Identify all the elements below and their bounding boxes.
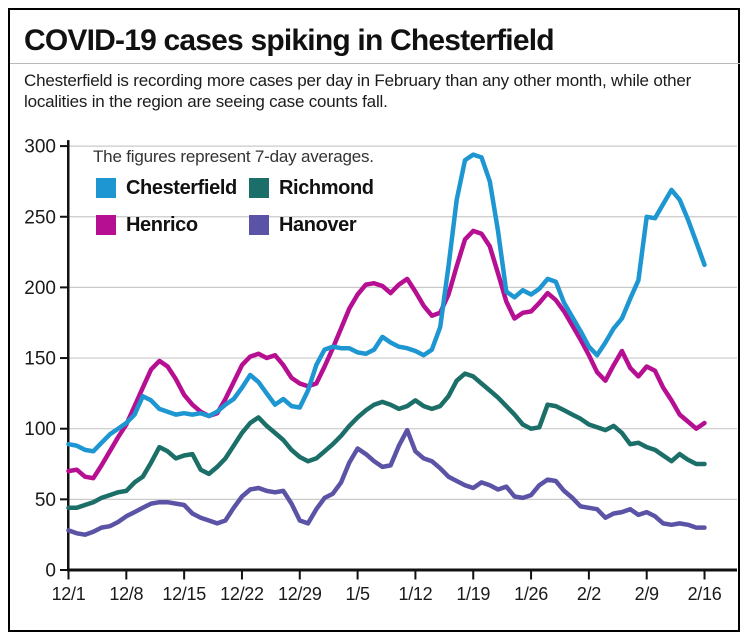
x-axis-label-2/9: 2/9 <box>635 584 659 604</box>
legend-swatch-hanover <box>249 215 269 235</box>
legend-label-chesterfield: Chesterfield <box>126 176 237 199</box>
x-axis-label-1/12: 1/12 <box>398 584 432 604</box>
subtitle-line-1: Chesterfield is recording more cases per… <box>24 71 692 90</box>
x-axis-label-2/16: 2/16 <box>688 584 722 604</box>
legend-swatch-henrico <box>96 215 116 235</box>
legend-swatch-chesterfield <box>96 178 116 198</box>
legend-label-henrico: Henrico <box>126 213 198 236</box>
title-divider <box>10 63 740 64</box>
x-axis-label-12/1: 12/1 <box>52 584 86 604</box>
chart-note: The figures represent 7-day averages. <box>93 147 374 166</box>
y-axis-label-200: 200 <box>24 278 56 299</box>
series-line-richmond <box>66 371 707 511</box>
x-axis-label-1/5: 1/5 <box>346 584 370 604</box>
legend-item-henrico: Henrico <box>96 214 198 236</box>
series-line-henrico <box>66 228 707 481</box>
x-axis-label-12/8: 12/8 <box>109 584 143 604</box>
legend-item-hanover: Hanover <box>249 213 357 236</box>
y-axis-label-0: 0 <box>45 561 56 582</box>
x-axis-label-2/2: 2/2 <box>577 584 601 604</box>
y-axis-label-150: 150 <box>24 349 56 370</box>
x-axis-label-12/15: 12/15 <box>162 584 206 604</box>
x-axis-label-1/19: 1/19 <box>456 584 490 604</box>
x-axis-label-1/26: 1/26 <box>514 584 548 604</box>
series-line-chesterfield <box>66 152 707 454</box>
legend-item-richmond: Richmond <box>249 177 374 199</box>
y-axis-label-100: 100 <box>24 419 56 440</box>
series-line-hanover <box>66 427 707 537</box>
x-axis-label-12/22: 12/22 <box>220 584 264 604</box>
legend-item-chesterfield: Chesterfield <box>96 177 237 199</box>
page-title: COVID-19 cases spiking in Chesterfield <box>24 24 555 57</box>
y-axis-label-250: 250 <box>24 207 56 228</box>
subtitle-line-2: localities in the region are seeing case… <box>24 92 388 111</box>
x-axis-label-12/29: 12/29 <box>278 584 322 604</box>
legend-label-hanover: Hanover <box>279 213 357 236</box>
y-axis-label-50: 50 <box>35 490 56 511</box>
legend-label-richmond: Richmond <box>279 176 374 199</box>
chart-subtitle: Chesterfield is recording more cases per… <box>24 70 724 112</box>
y-axis-label-300: 300 <box>24 137 56 158</box>
legend-swatch-richmond <box>249 178 269 198</box>
